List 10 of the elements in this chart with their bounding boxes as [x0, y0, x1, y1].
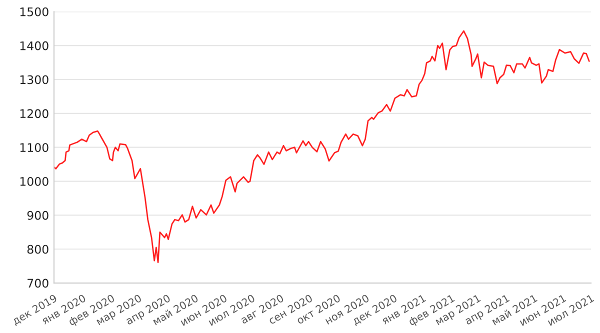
- y-tick-label: 800: [27, 244, 48, 254]
- y-tick-label: 1500: [20, 7, 48, 16]
- y-tick-label: 700: [28, 278, 48, 288]
- line-series: [54, 30, 590, 264]
- y-tick-label: 1000: [20, 177, 48, 186]
- y-tick-label: 900: [27, 210, 48, 220]
- y-tick-label: 1300: [20, 75, 48, 84]
- y-tick-label: 1100: [20, 143, 48, 152]
- y-tick-label: 1200: [20, 109, 48, 118]
- y-tick-label: 1400: [20, 41, 48, 50]
